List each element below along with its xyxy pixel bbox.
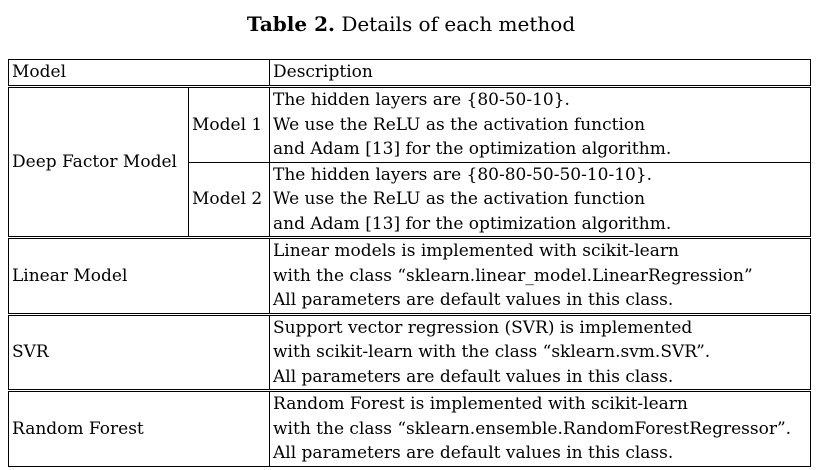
description-line: with scikit-learn with the class “sklear… — [273, 342, 711, 362]
table-row: SVR Support vector regression (SVR) is i… — [8, 313, 811, 391]
description-line: Random Forest is implemented with scikit… — [273, 394, 688, 414]
description-line: All parameters are default values in thi… — [273, 366, 674, 387]
description-line: We use the ReLU as the activation functi… — [273, 189, 646, 209]
svr-name: SVR — [8, 313, 270, 391]
random-forest-group: Random Forest Random Forest is implement… — [8, 390, 811, 467]
deep-factor-group: Deep Factor Model Model 1 The hidden lay… — [8, 86, 811, 238]
table-row: Model 2 The hidden layers are {80-80-50-… — [9, 161, 811, 238]
table-caption: Table 2. Details of each method — [0, 12, 822, 36]
description-line: and Adam [13] for the optimization algor… — [273, 139, 672, 159]
caption-label: Table 2. — [246, 12, 335, 36]
description-line: The hidden layers are {80-50-10}. — [273, 90, 570, 110]
linear-model-group: Linear Model Linear models is implemente… — [8, 237, 811, 315]
description-line: All parameters are default values in thi… — [273, 443, 674, 463]
description-line: and Adam [13] for the optimization algor… — [273, 213, 672, 234]
description-line: All parameters are default values in thi… — [273, 290, 674, 310]
table-row: Linear Model Linear models is implemente… — [8, 237, 811, 315]
svr-group: SVR Support vector regression (SVR) is i… — [8, 313, 811, 391]
description-line: The hidden layers are {80-80-50-50-10-10… — [273, 164, 653, 185]
submodel-2-description: The hidden layers are {80-80-50-50-10-10… — [269, 161, 811, 238]
header-description: Description — [269, 59, 811, 88]
header-row: Model Description — [8, 59, 811, 88]
table-row: Deep Factor Model Model 1 The hidden lay… — [8, 86, 811, 238]
deep-factor-model-name: Deep Factor Model — [8, 86, 189, 238]
submodel-1-name: Model 1 — [188, 86, 270, 163]
description-line: We use the ReLU as the activation functi… — [273, 114, 646, 135]
methods-table: Model Description Deep Factor Model Mode… — [8, 59, 811, 467]
description-line: Support vector regression (SVR) is imple… — [273, 317, 693, 338]
random-forest-description: Random Forest is implemented with scikit… — [269, 390, 811, 467]
linear-model-description: Linear models is implemented with scikit… — [269, 237, 811, 315]
linear-model-name: Linear Model — [8, 237, 270, 315]
description-line: with the class “sklearn.ensemble.RandomF… — [273, 418, 792, 439]
caption-text: Details of each method — [341, 12, 576, 36]
header-model: Model — [8, 59, 270, 88]
svr-description: Support vector regression (SVR) is imple… — [269, 313, 811, 391]
table-row: Random Forest Random Forest is implement… — [8, 390, 811, 467]
submodel-2-name: Model 2 — [188, 161, 270, 238]
description-line: with the class “sklearn.linear_model.Lin… — [273, 265, 753, 286]
submodel-1-description: The hidden layers are {80-50-10}. We use… — [269, 86, 811, 163]
description-line: Linear models is implemented with scikit… — [273, 241, 679, 261]
random-forest-name: Random Forest — [8, 390, 270, 467]
